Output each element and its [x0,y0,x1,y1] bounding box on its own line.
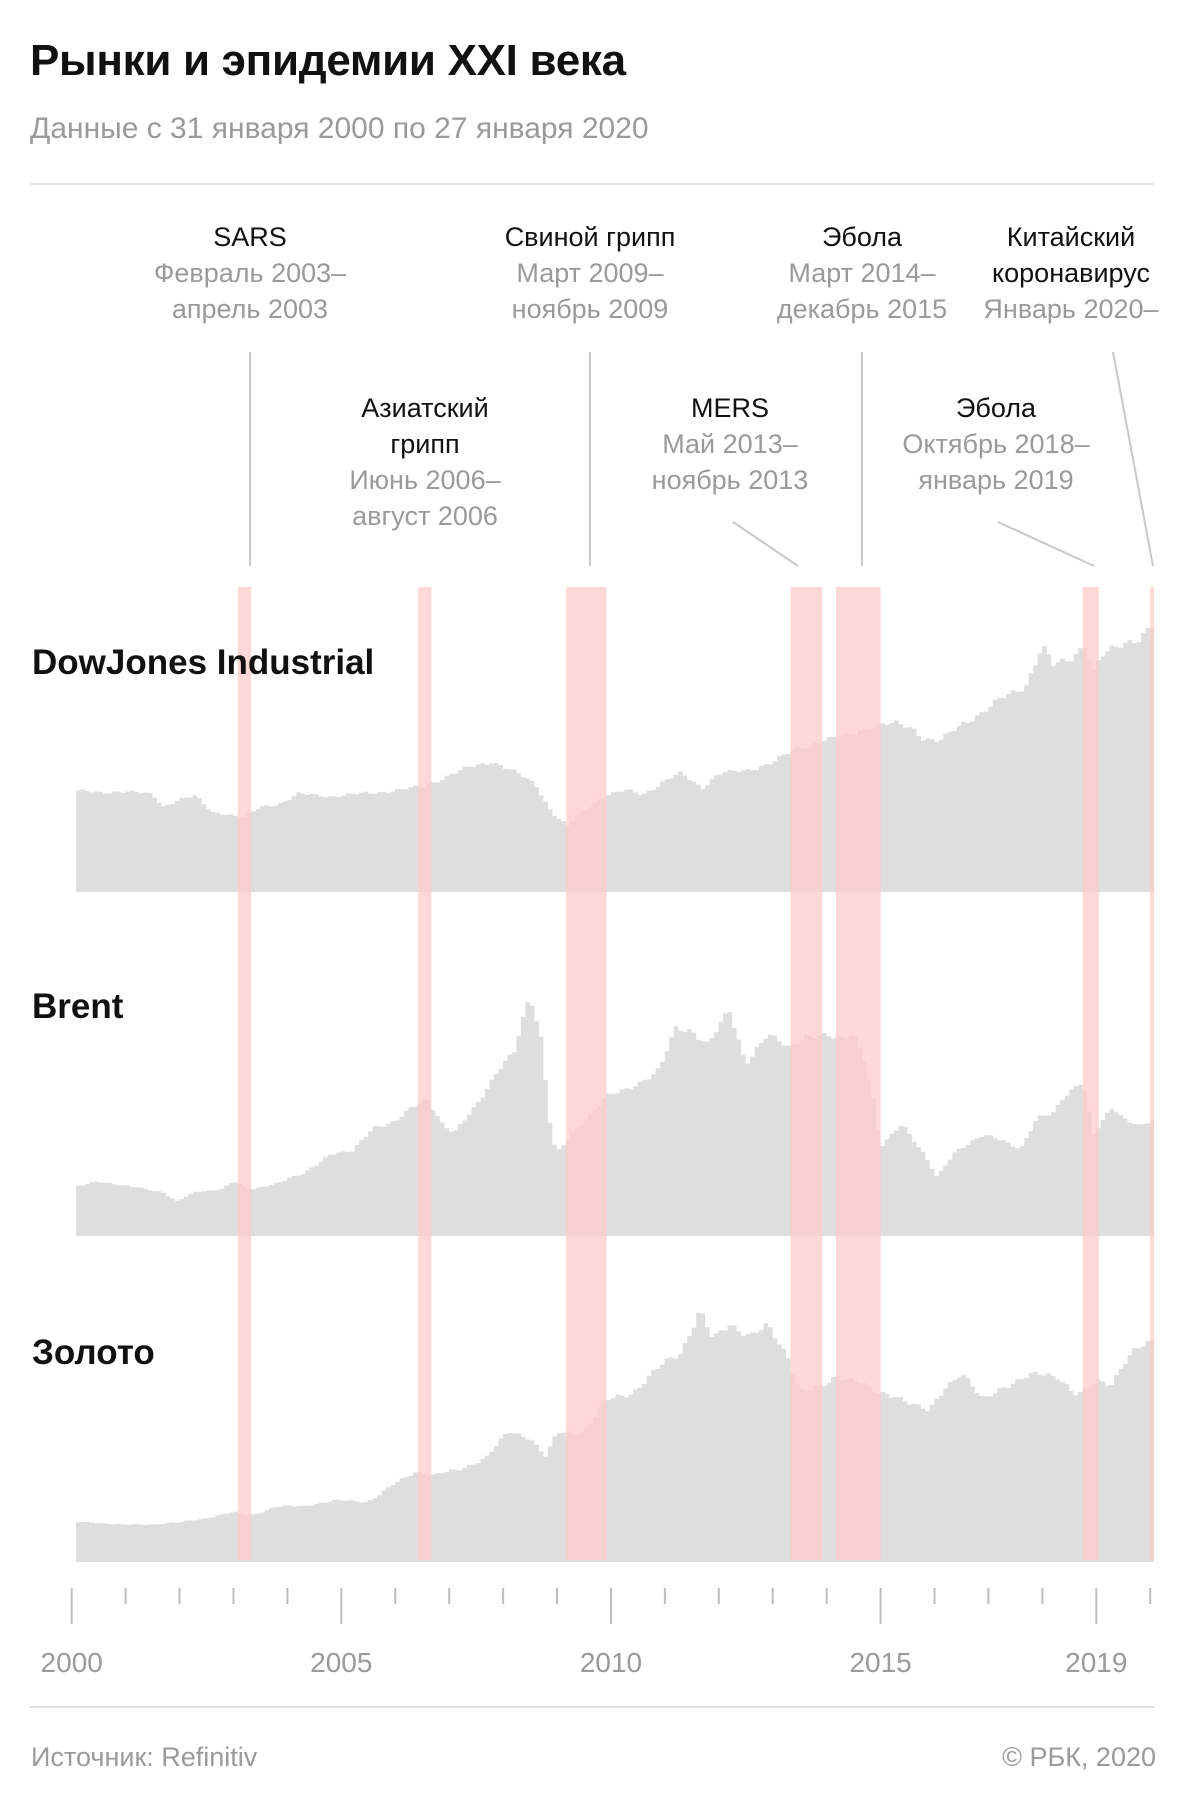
series-label: Brent [32,987,124,1026]
epidemic-name: Свиной грипп [505,222,676,252]
epidemic-band [1082,587,1099,1560]
source-note: Источник: Refinitiv [31,1742,258,1772]
series-label: Золото [32,1333,155,1372]
markets-epidemics-chart: DowJones Industrial Brent Золото SARS Февра… [32,222,1159,1678]
epidemic-name: Азиатский [361,393,488,423]
epidemic-name: коронавирус [992,258,1150,288]
epidemic-band [790,587,823,1560]
bottom-divider [30,1706,1154,1708]
x-tick-label: 2010 [580,1647,642,1678]
epidemic-bands [237,587,1154,1560]
x-tick-label: 2019 [1065,1647,1127,1678]
x-tick-label: 2000 [41,1647,103,1678]
epidemic-dates: август 2006 [352,501,498,531]
page-subtitle: Данные с 31 января 2000 по 27 января 202… [30,112,649,145]
panel-labels: DowJones Industrial Brent Золото [32,643,374,1372]
epidemic-annotations: SARS Февраль 2003– апрель 2003 Азиатский гри… [154,222,1159,567]
epidemic-annotation: SARS Февраль 2003– апрель 2003 [154,222,346,566]
copyright-note: © РБК, 2020 [1002,1742,1156,1772]
epidemic-dates: Март 2009– [516,258,663,288]
epidemic-annotation: Китайский коронавирус Январь 2020– [983,222,1159,567]
epidemic-dates: ноябрь 2009 [512,294,669,324]
epidemic-name: MERS [691,393,769,423]
leader-line [1112,351,1154,567]
epidemic-dates: ноябрь 2013 [652,465,809,495]
series-area-3 [76,1312,1154,1562]
series-area-2 [76,1002,1154,1236]
series-area-1 [76,628,1154,892]
epidemic-annotation: Эбола Октябрь 2018– январь 2019 [902,393,1095,567]
epidemic-name: Китайский [1007,222,1135,252]
epidemic-annotation: Эбола Март 2014– декабрь 2015 [777,222,947,566]
epidemic-name: SARS [213,222,287,252]
epidemic-dates: апрель 2003 [172,294,328,324]
epidemic-name: Эбола [956,393,1037,423]
epidemic-dates: Март 2014– [788,258,935,288]
epidemic-band [835,587,881,1560]
epidemic-name: Эбола [822,222,903,252]
epidemic-dates: Май 2013– [662,429,797,459]
epidemic-annotation: Свиной грипп Март 2009– ноябрь 2009 [505,222,676,566]
series-label: DowJones Industrial [32,643,374,682]
page-title: Рынки и эпидемии XXI века [30,36,626,85]
series-areas [76,628,1154,1562]
leader-line [997,521,1095,567]
epidemic-name: грипп [390,429,459,459]
epidemic-dates: Февраль 2003– [154,258,346,288]
x-tick-label: 2005 [310,1647,372,1678]
epidemic-dates: январь 2019 [918,465,1073,495]
epidemic-annotation: MERS Май 2013– ноябрь 2013 [652,393,809,567]
top-divider [30,183,1154,185]
epidemic-annotation: Азиатский грипп Июнь 2006– август 2006 [349,393,500,531]
epidemic-band [566,587,607,1560]
epidemic-dates: декабрь 2015 [777,294,947,324]
x-tick-label: 2015 [849,1647,911,1678]
leader-line [732,521,799,567]
epidemic-band [417,587,432,1560]
epidemic-band [237,587,252,1560]
epidemic-dates: Июнь 2006– [349,465,500,495]
epidemic-dates: Январь 2020– [983,294,1158,324]
x-axis: 2000 2005 2010 2015 2019 [41,1588,1152,1678]
epidemic-band [1150,587,1154,1560]
epidemic-dates: Октябрь 2018– [902,429,1089,459]
